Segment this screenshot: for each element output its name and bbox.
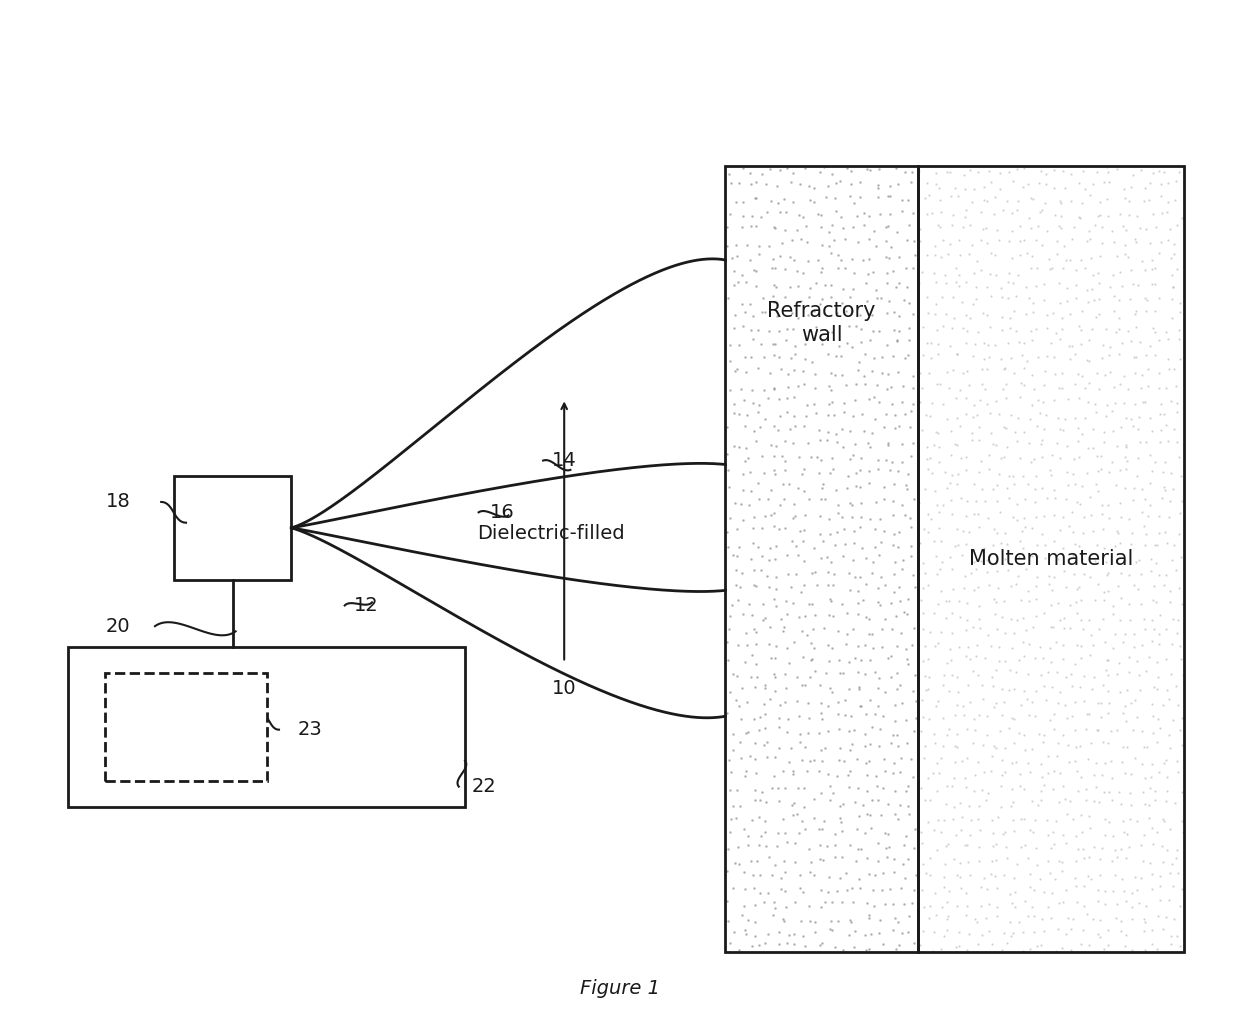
Text: 12: 12 (353, 596, 378, 615)
Bar (105, 673, 267, 781)
Bar (918, 166, 1184, 952)
Text: 14: 14 (552, 451, 577, 470)
Text: Refractory
wall: Refractory wall (768, 301, 875, 345)
Text: Dielectric-filled: Dielectric-filled (477, 524, 625, 542)
Text: 20: 20 (105, 617, 130, 635)
Bar (174, 476, 291, 580)
Text: Figure 1: Figure 1 (580, 979, 660, 998)
Text: 18: 18 (105, 493, 130, 511)
Bar (725, 166, 918, 952)
Bar (68, 647, 465, 807)
Text: 22: 22 (471, 777, 496, 796)
Text: 23: 23 (298, 720, 322, 739)
Text: 16: 16 (490, 503, 515, 522)
Text: Molten material: Molten material (968, 549, 1133, 569)
Text: 10: 10 (552, 679, 577, 698)
